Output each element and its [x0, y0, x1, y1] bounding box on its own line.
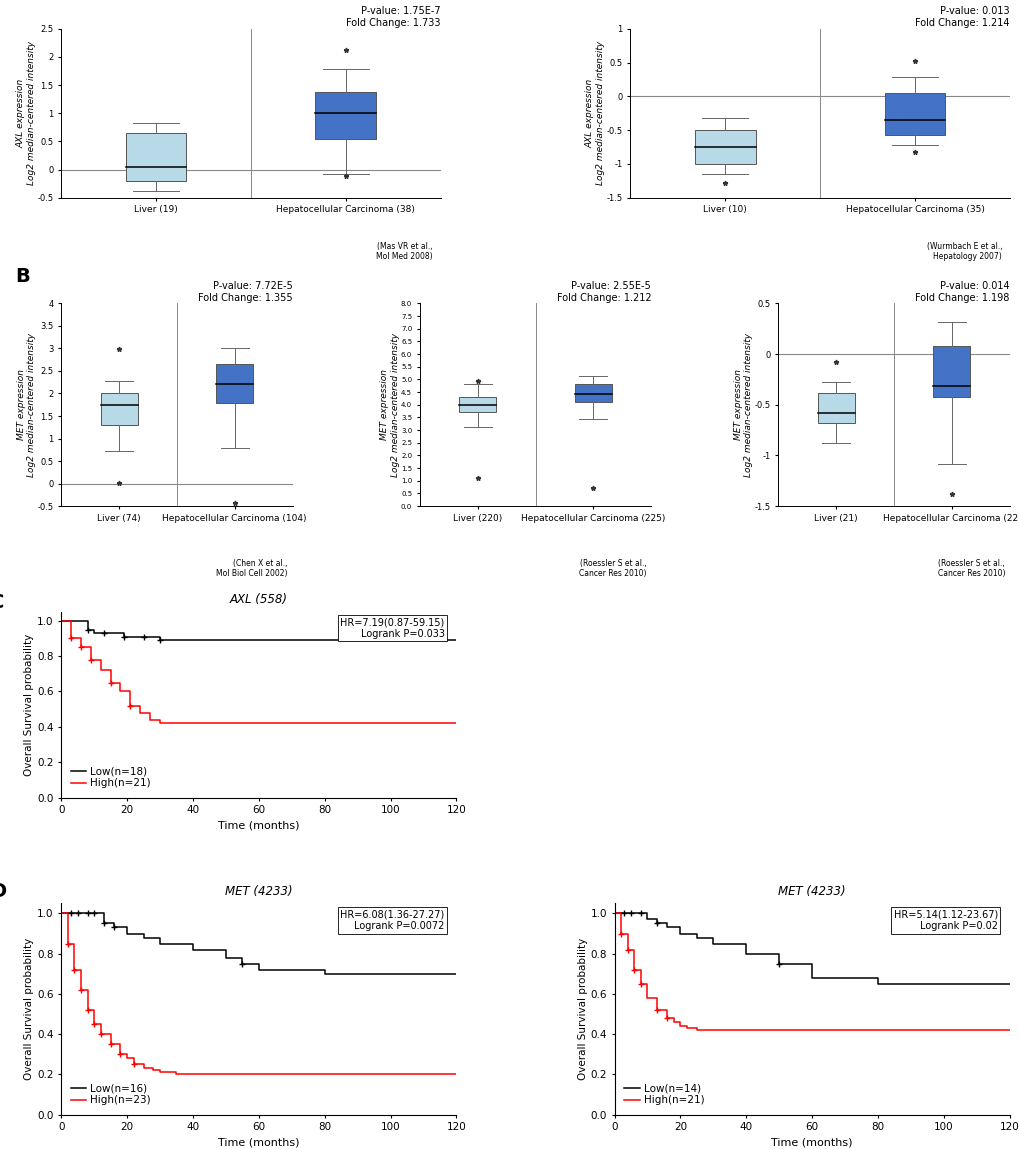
Low(n=18) [61, 614, 73, 627]
High(n=23) [138, 1062, 150, 1075]
Text: (Chen X et al.,
Mol Biol Cell 2002): (Chen X et al., Mol Biol Cell 2002) [216, 558, 287, 578]
Low(n=14) [805, 971, 817, 985]
Text: P-value: 0.014
Fold Change: 1.198: P-value: 0.014 Fold Change: 1.198 [914, 282, 1009, 302]
Low(n=16) [108, 920, 120, 934]
High(n=21) [660, 1011, 673, 1025]
High(n=21) [318, 717, 330, 731]
Line: High(n=23): High(n=23) [61, 913, 455, 1074]
Y-axis label: MET expression
Log2 median-centered intensity: MET expression Log2 median-centered inte… [16, 333, 36, 477]
Low(n=18) [71, 614, 84, 627]
High(n=21) [621, 942, 633, 956]
Bar [817, 393, 854, 423]
Text: (Wurmbach E et al.,
Hepatology 2007): (Wurmbach E et al., Hepatology 2007) [925, 241, 1002, 261]
Y-axis label: MET expression
Log2 median-centered intensity: MET expression Log2 median-centered inte… [733, 333, 753, 477]
Text: P-value: 2.55E-5
Fold Change: 1.212: P-value: 2.55E-5 Fold Change: 1.212 [556, 282, 650, 302]
Low(n=18) [82, 623, 94, 637]
Low(n=18) [138, 630, 150, 643]
High(n=21) [634, 977, 646, 990]
High(n=21) [740, 1023, 752, 1036]
High(n=21) [384, 717, 396, 731]
Y-axis label: Overall Survival probability: Overall Survival probability [577, 938, 587, 1080]
High(n=21) [203, 717, 215, 731]
Low(n=14) [1003, 977, 1015, 990]
Low(n=14) [772, 957, 785, 971]
Text: HR=6.08(1.36-27.27)
Logrank P=0.0072: HR=6.08(1.36-27.27) Logrank P=0.0072 [340, 910, 444, 932]
Title: AXL (558): AXL (558) [229, 594, 287, 607]
Text: (Roessler S et al.,
Cancer Res 2010): (Roessler S et al., Cancer Res 2010) [579, 558, 646, 578]
High(n=23) [114, 1047, 126, 1061]
Legend: Low(n=14), High(n=21): Low(n=14), High(n=21) [620, 1079, 708, 1109]
Low(n=16) [82, 907, 94, 920]
Low(n=18) [219, 633, 231, 647]
Text: P-value: 1.75E-7
Fold Change: 1.733: P-value: 1.75E-7 Fold Change: 1.733 [345, 7, 440, 28]
High(n=21) [805, 1023, 817, 1036]
Low(n=16) [138, 931, 150, 944]
High(n=21) [641, 990, 653, 1004]
Text: P-value: 0.013
Fold Change: 1.214: P-value: 0.013 Fold Change: 1.214 [914, 7, 1009, 28]
X-axis label: Time (months): Time (months) [770, 1138, 852, 1148]
High(n=21) [124, 699, 137, 712]
Low(n=18) [108, 626, 120, 640]
Bar [101, 393, 138, 425]
High(n=23) [74, 982, 87, 996]
High(n=21) [95, 663, 107, 677]
Low(n=18) [154, 633, 166, 647]
High(n=21) [667, 1015, 680, 1028]
High(n=23) [219, 1067, 231, 1081]
Low(n=18) [253, 633, 265, 647]
Low(n=16) [154, 936, 166, 950]
High(n=21) [144, 712, 156, 726]
Y-axis label: AXL expression
Log2 median-centered intensity: AXL expression Log2 median-centered inte… [16, 41, 36, 185]
Low(n=16) [65, 907, 77, 920]
High(n=23) [318, 1067, 330, 1081]
Y-axis label: Overall Survival probability: Overall Survival probability [24, 633, 35, 776]
Low(n=18) [55, 614, 67, 627]
Low(n=16) [384, 966, 396, 980]
X-axis label: Time (months): Time (months) [218, 820, 300, 831]
High(n=21) [614, 926, 627, 940]
High(n=23) [68, 963, 81, 977]
Low(n=18) [127, 630, 140, 643]
Low(n=18) [98, 626, 110, 640]
Low(n=14) [690, 931, 702, 944]
Low(n=16) [121, 926, 133, 940]
High(n=23) [95, 1027, 107, 1041]
Bar [883, 93, 945, 136]
Low(n=16) [88, 907, 100, 920]
High(n=21) [219, 717, 231, 731]
Low(n=14) [706, 936, 718, 950]
Low(n=16) [55, 907, 67, 920]
Low(n=14) [871, 977, 883, 990]
High(n=23) [154, 1065, 166, 1079]
High(n=23) [82, 1003, 94, 1017]
Text: (Roessler S et al.,
Cancer Res 2010): (Roessler S et al., Cancer Res 2010) [936, 558, 1004, 578]
Line: High(n=21): High(n=21) [61, 620, 455, 724]
High(n=23) [449, 1067, 462, 1081]
Y-axis label: AXL expression
Log2 median-centered intensity: AXL expression Log2 median-centered inte… [585, 41, 604, 185]
High(n=23) [88, 1017, 100, 1031]
Low(n=14) [634, 907, 646, 920]
High(n=23) [127, 1057, 140, 1071]
High(n=21) [871, 1023, 883, 1036]
Low(n=18) [449, 633, 462, 647]
Low(n=16) [236, 957, 249, 971]
Low(n=18) [88, 626, 100, 640]
Low(n=16) [219, 950, 231, 964]
Text: D: D [0, 882, 6, 901]
Text: HR=7.19(0.87-59.15)
Logrank P=0.033: HR=7.19(0.87-59.15) Logrank P=0.033 [340, 617, 444, 639]
Low(n=14) [641, 912, 653, 926]
Low(n=16) [71, 907, 84, 920]
High(n=23) [170, 1067, 182, 1081]
High(n=21) [936, 1023, 949, 1036]
Line: High(n=21): High(n=21) [613, 913, 1009, 1030]
Line: Low(n=14): Low(n=14) [613, 913, 1009, 984]
High(n=21) [449, 717, 462, 731]
Bar [932, 346, 969, 396]
High(n=23) [253, 1067, 265, 1081]
High(n=23) [147, 1063, 159, 1077]
Text: HR=5.14(1.12-23.67)
Logrank P=0.02: HR=5.14(1.12-23.67) Logrank P=0.02 [893, 910, 997, 932]
Line: Low(n=16): Low(n=16) [61, 913, 455, 973]
Bar [575, 384, 611, 402]
High(n=21) [170, 717, 182, 731]
Low(n=14) [674, 926, 686, 940]
